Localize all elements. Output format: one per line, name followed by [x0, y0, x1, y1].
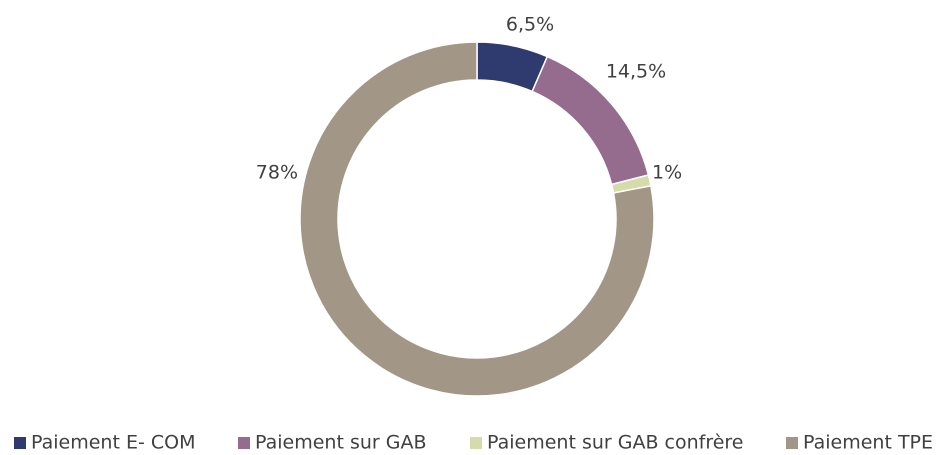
legend-swatch [470, 437, 482, 449]
legend-swatch [14, 437, 26, 449]
legend-swatch [786, 437, 798, 449]
donut-segment [299, 41, 655, 397]
data-label: 78% [256, 162, 298, 184]
legend-label: Paiement TPE [803, 432, 933, 454]
data-label: 1% [652, 162, 682, 184]
legend-swatch [238, 437, 250, 449]
data-label: 6,5% [506, 14, 554, 36]
legend-label: Paiement sur GAB confrère [487, 432, 744, 454]
data-label: 14,5% [606, 61, 666, 83]
legend-label: Paiement sur GAB [255, 432, 427, 454]
legend-label: Paiement E- COM [31, 432, 195, 454]
